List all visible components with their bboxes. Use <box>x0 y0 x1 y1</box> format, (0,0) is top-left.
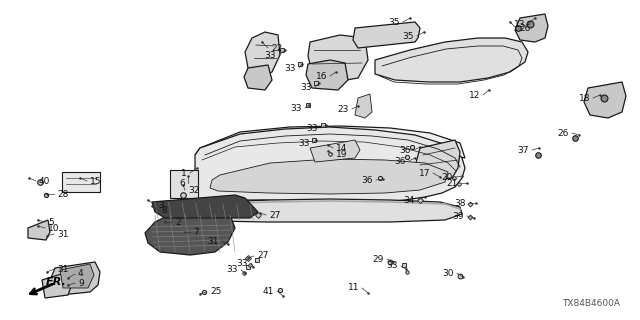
Polygon shape <box>375 38 528 82</box>
Text: 15: 15 <box>90 177 102 186</box>
Text: 20: 20 <box>442 172 453 181</box>
Text: 39: 39 <box>452 212 464 220</box>
Polygon shape <box>244 65 272 90</box>
Text: 33: 33 <box>264 51 276 60</box>
Polygon shape <box>190 127 465 230</box>
Text: TX84B4600A: TX84B4600A <box>562 299 620 308</box>
Text: 27: 27 <box>269 211 280 220</box>
Text: 21: 21 <box>447 179 458 188</box>
Text: 34: 34 <box>404 196 415 204</box>
Text: 26: 26 <box>519 23 531 33</box>
Text: 27: 27 <box>257 252 268 260</box>
Text: 28: 28 <box>57 189 68 198</box>
FancyBboxPatch shape <box>62 172 100 192</box>
Text: 31: 31 <box>57 265 68 274</box>
Text: 8: 8 <box>161 205 167 214</box>
Polygon shape <box>145 212 235 255</box>
Text: 3: 3 <box>158 201 164 210</box>
Text: 26: 26 <box>557 129 569 138</box>
Text: 37: 37 <box>518 146 529 155</box>
Text: 12: 12 <box>468 91 480 100</box>
Polygon shape <box>245 32 280 78</box>
Polygon shape <box>28 220 50 240</box>
Polygon shape <box>42 272 72 298</box>
Text: FR.: FR. <box>46 277 67 287</box>
Text: 6: 6 <box>179 179 185 188</box>
Polygon shape <box>515 14 548 42</box>
Text: 40: 40 <box>39 177 51 186</box>
Text: 33: 33 <box>307 124 318 132</box>
Text: 9: 9 <box>78 278 84 287</box>
Polygon shape <box>310 140 360 162</box>
FancyBboxPatch shape <box>170 170 198 198</box>
Polygon shape <box>306 60 348 90</box>
Text: 18: 18 <box>579 93 590 102</box>
Text: 31: 31 <box>207 236 219 245</box>
Text: 33: 33 <box>227 266 238 275</box>
Text: 33: 33 <box>291 103 302 113</box>
Text: 5: 5 <box>48 218 54 227</box>
Text: 36: 36 <box>394 156 406 165</box>
Text: 1: 1 <box>181 169 187 178</box>
Text: 19: 19 <box>336 149 348 158</box>
Text: 7: 7 <box>193 228 199 236</box>
Text: 36: 36 <box>362 175 373 185</box>
Text: 11: 11 <box>348 284 359 292</box>
Text: 23: 23 <box>338 105 349 114</box>
Polygon shape <box>48 262 100 295</box>
Polygon shape <box>152 195 258 218</box>
Polygon shape <box>308 35 368 82</box>
Text: 16: 16 <box>316 71 327 81</box>
Text: 2: 2 <box>175 218 180 227</box>
Text: 13: 13 <box>513 20 525 28</box>
Text: 35: 35 <box>403 31 414 41</box>
Text: 17: 17 <box>419 169 430 178</box>
Polygon shape <box>353 22 420 48</box>
Polygon shape <box>210 159 448 194</box>
Polygon shape <box>60 264 94 288</box>
Polygon shape <box>208 199 462 222</box>
Polygon shape <box>584 82 626 118</box>
Text: 35: 35 <box>388 18 400 27</box>
Text: 22: 22 <box>271 44 282 52</box>
Text: 33: 33 <box>285 63 296 73</box>
Polygon shape <box>355 94 372 118</box>
Text: 31: 31 <box>57 229 68 238</box>
Text: 14: 14 <box>336 143 348 153</box>
Text: 36: 36 <box>399 146 411 155</box>
Text: 33: 33 <box>237 259 248 268</box>
Text: 32: 32 <box>188 186 200 195</box>
Text: 41: 41 <box>262 286 274 295</box>
Polygon shape <box>195 126 465 158</box>
Text: 4: 4 <box>78 269 84 278</box>
Text: 25: 25 <box>210 287 221 297</box>
Text: 10: 10 <box>48 223 60 233</box>
Text: 38: 38 <box>454 198 466 207</box>
Polygon shape <box>414 140 460 182</box>
Text: 33: 33 <box>301 83 312 92</box>
Text: 33: 33 <box>387 261 398 270</box>
Text: 33: 33 <box>298 139 310 148</box>
Text: 30: 30 <box>442 268 454 277</box>
Text: 29: 29 <box>372 254 384 263</box>
